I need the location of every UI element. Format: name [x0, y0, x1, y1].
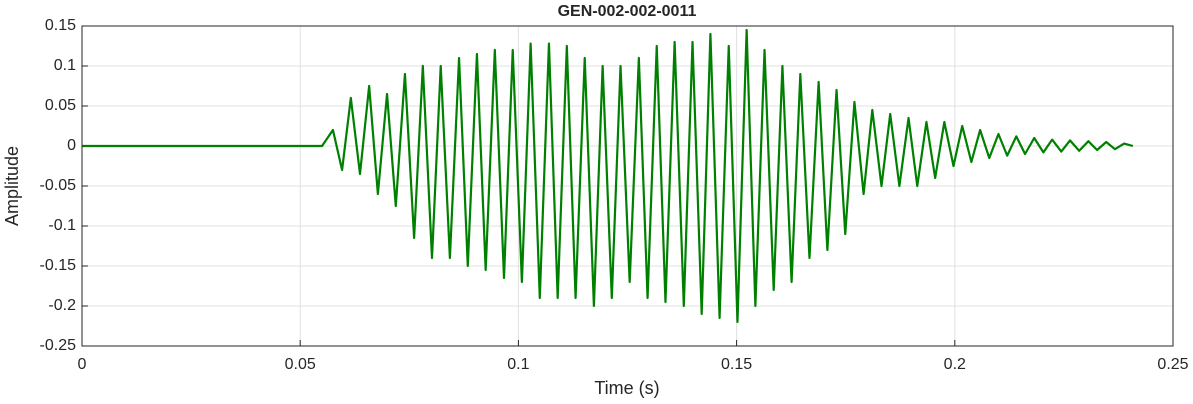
y-tick-label: -0.2 [48, 297, 76, 314]
y-tick-label: -0.05 [40, 177, 77, 194]
chart-title: GEN-002-002-0011 [558, 3, 697, 20]
x-tick-label: 0.15 [721, 356, 752, 373]
y-tick-label: 0 [67, 137, 76, 154]
y-axis-label: Amplitude [2, 146, 22, 226]
x-tick-label: 0.2 [944, 356, 966, 373]
x-tick-label: 0.25 [1157, 356, 1188, 373]
x-tick-label: 0.05 [285, 356, 316, 373]
y-tick-label: 0.05 [45, 97, 76, 114]
y-tick-label: -0.25 [40, 337, 77, 354]
y-tick-label: 0.1 [54, 57, 76, 74]
waveform [82, 28, 1134, 324]
x-tick-label: 0.1 [507, 356, 529, 373]
y-tick-label: -0.15 [40, 257, 77, 274]
y-tick-label: -0.1 [48, 217, 76, 234]
x-axis-label: Time (s) [594, 378, 659, 398]
plot-frame [81, 25, 1174, 347]
x-tick-label: 0 [78, 356, 87, 373]
y-tick-label: 0.15 [45, 17, 76, 34]
